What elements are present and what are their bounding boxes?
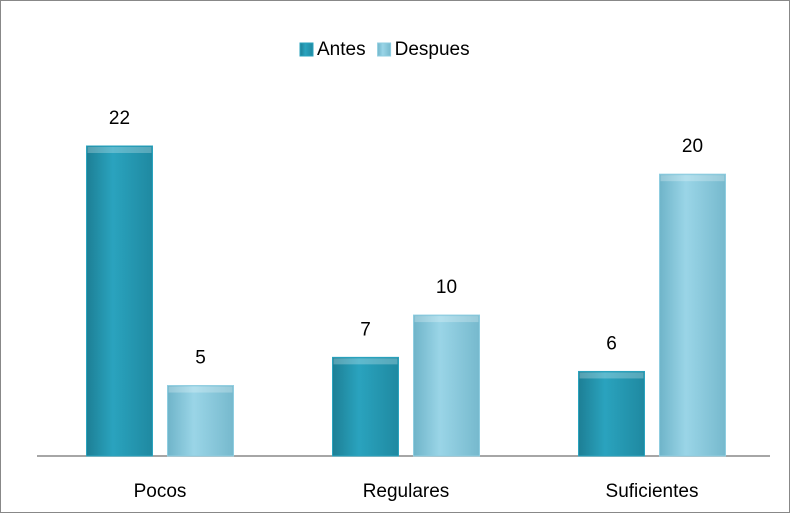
x-tick-label: Pocos [134,481,187,502]
data-label: 10 [436,277,457,298]
legend-label: Despues [395,39,470,60]
data-label: 20 [682,136,703,157]
x-tick-label: Regulares [363,481,450,502]
bar [659,173,726,457]
legend-swatch [299,42,314,57]
legend-label: Antes [317,39,366,60]
legend-swatch [377,42,392,57]
bar-bevel [333,358,398,365]
bar [578,370,645,457]
bar-bevel [660,175,725,182]
x-tick-label: Suficientes [606,481,699,502]
bar-bevel [414,316,479,323]
bar-bevel [579,372,644,379]
data-label: 22 [109,108,130,129]
bar [332,356,399,457]
data-label: 6 [606,333,617,354]
bar [167,385,234,457]
bar [413,314,480,457]
data-label: 5 [195,348,206,369]
bar-bevel [168,386,233,393]
data-label: 7 [360,319,371,340]
bar-bevel [87,147,152,153]
bar [86,145,153,457]
